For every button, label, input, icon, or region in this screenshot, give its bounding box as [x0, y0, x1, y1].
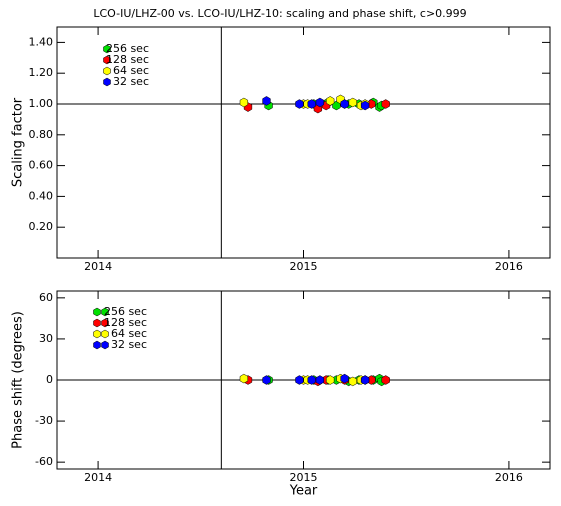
data-point	[239, 373, 249, 384]
y-tick-label: 0.40	[29, 189, 54, 202]
data-point	[307, 99, 316, 109]
legend-label: 256 sec	[104, 305, 147, 318]
x-tick-label: 2014	[84, 471, 112, 484]
chart-title: LCO-IU/LHZ-00 vs. LCO-IU/LHZ-10: scaling…	[93, 7, 466, 20]
y-tick-label: 1.40	[29, 35, 54, 48]
data-point	[315, 97, 325, 108]
data-point	[295, 375, 304, 385]
x-tick-label: 2016	[495, 260, 523, 273]
data-point	[348, 376, 357, 387]
data-point	[326, 375, 335, 385]
legend-marker	[93, 307, 101, 317]
y-tick-label: 60	[39, 291, 53, 304]
data-point	[262, 375, 271, 385]
data-point	[295, 99, 304, 109]
data-point	[348, 97, 357, 108]
y-tick-label: 1.00	[29, 97, 54, 110]
data-point	[381, 99, 390, 109]
legend-marker	[101, 340, 109, 350]
data-point	[340, 373, 349, 384]
legend-marker	[93, 318, 101, 328]
x-tick-label: 2016	[495, 471, 523, 484]
data-point	[381, 375, 390, 385]
x-axis-label: Year	[289, 484, 318, 499]
data-point	[360, 375, 370, 385]
y-tick-label: 0.20	[29, 220, 54, 233]
y-tick-label: 0.80	[29, 128, 54, 141]
y-tick-label: 30	[39, 332, 53, 345]
legend-label: 64 sec	[113, 64, 149, 77]
x-tick-label: 2014	[84, 260, 112, 273]
data-point	[239, 97, 249, 108]
y-tick-label: 1.20	[29, 66, 54, 79]
data-point	[326, 96, 335, 106]
legend-marker	[101, 307, 109, 317]
x-tick-label: 2015	[290, 471, 318, 484]
data-point	[307, 375, 316, 385]
y-tick-label: -60	[35, 455, 53, 468]
y-tick-label: -30	[35, 414, 53, 427]
data-point	[262, 96, 271, 106]
legend-label: 128 sec	[104, 316, 147, 329]
data-point	[315, 375, 325, 385]
legend-label: 64 sec	[111, 327, 147, 340]
legend-marker	[103, 66, 111, 76]
legend-marker	[101, 329, 109, 339]
data-point	[340, 99, 349, 109]
x-tick-label: 2015	[290, 260, 318, 273]
data-point	[360, 100, 370, 111]
legend-marker	[103, 55, 111, 65]
legend-label: 128 sec	[106, 53, 149, 66]
legend-marker	[103, 44, 111, 54]
legend-marker	[93, 340, 101, 350]
y-tick-label: 0	[46, 373, 53, 386]
y-axis-label: Scaling factor	[11, 97, 26, 187]
y-tick-label: 0.60	[29, 159, 54, 172]
legend-marker	[93, 329, 101, 339]
legend-label: 32 sec	[111, 338, 147, 351]
legend-label: 256 sec	[106, 42, 149, 55]
y-axis-label: Phase shift (degrees)	[11, 311, 26, 449]
legend-marker	[103, 77, 111, 87]
legend-marker	[101, 318, 109, 328]
legend-label: 32 sec	[113, 75, 149, 88]
